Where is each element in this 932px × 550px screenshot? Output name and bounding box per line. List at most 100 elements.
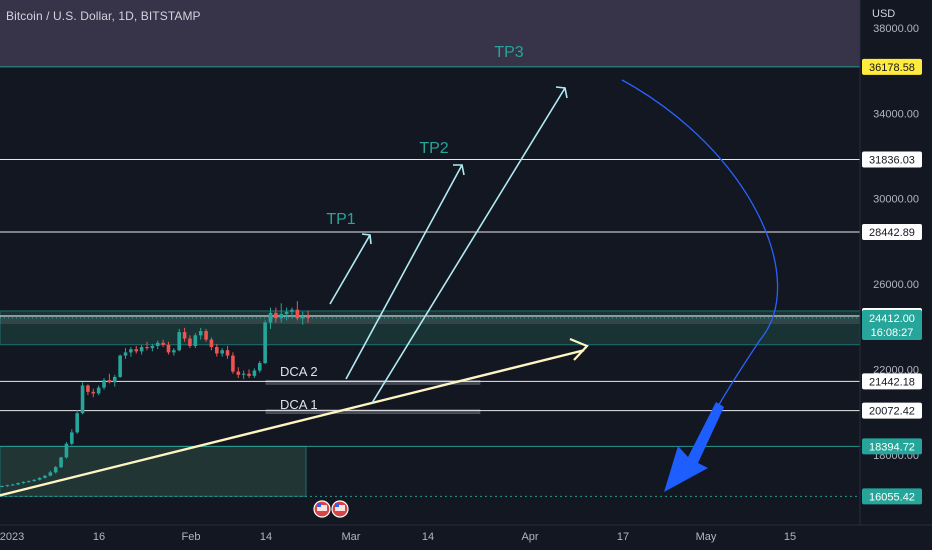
tp3-arrow [371,87,566,404]
flag-icon-stripe [335,505,345,511]
x-tick-label: 17 [617,531,629,543]
flag-icon-stripe [317,505,327,511]
candle-body [112,376,117,383]
level-label: 36178.58 [869,62,915,74]
candle-body [86,385,90,392]
candle-body [241,373,246,375]
level-label: 18394.72 [869,441,915,453]
tp3-arrow-head [555,86,568,99]
level-label-bg [862,488,922,505]
x-tick-label: Feb [182,531,201,543]
annotation-tp1: TP1 [326,211,355,228]
x-tick-label: 15 [784,531,796,543]
candle-body [16,482,20,485]
annotation-tp3: TP3 [494,44,523,61]
candle-body [107,380,112,383]
candle-body [123,352,128,356]
candle-body [268,312,273,323]
dca2-box [265,380,481,385]
candle-body [91,391,96,394]
candle-body [48,472,53,476]
x-tick-label: 16 [93,531,105,543]
candle-body [172,350,176,353]
range-inner-band [0,314,860,324]
last-price-label: 24412.00 [869,313,915,325]
candle-body [64,443,69,458]
currency-unit-label: USD [872,8,896,20]
tp2-arrow-head [453,164,465,176]
annotation-tp2: TP2 [419,140,448,157]
y-tick-label: 26000.00 [873,279,919,291]
trend-arrow-head [569,337,589,361]
candle-body [5,485,10,487]
level-label: 31836.03 [869,155,915,167]
x-tick-label: 14 [260,531,272,543]
candle-body [32,479,37,482]
upper-zone [0,0,860,67]
candle-body [263,322,267,364]
demand-zone [0,445,307,497]
candle-body [257,363,262,371]
candle-body [220,350,224,354]
x-tick-label: Apr [521,531,538,543]
candle-body [252,370,257,376]
symbol-title: Bitcoin / U.S. Dollar, 1D, BITSTAMP [6,9,201,23]
annotation-dca-2: DCA 2 [280,364,318,379]
candle-body [53,467,58,473]
candle-body [177,332,182,351]
last-price-label-bg [862,309,922,340]
trend-arrow [0,349,585,497]
candle-body [96,387,101,394]
candle-body [215,347,219,354]
candle-body [279,313,284,319]
candle-body [155,342,160,346]
level-label: 16055.42 [869,491,915,503]
annotation-dca-1: DCA 1 [280,397,318,412]
candle-body [198,331,203,336]
candle-body [182,332,187,339]
candle-body [193,335,198,346]
candle-body [37,477,42,480]
candle-body [161,342,165,345]
projection-arrow-head [664,402,724,492]
candle-body [274,312,278,319]
level-label-bg [862,438,922,455]
candle-body [204,331,208,340]
candle-body [129,349,133,353]
candle-body [118,355,122,377]
candle-body [295,309,300,319]
y-tick-label: 38000.00 [873,23,919,35]
candle-body [27,481,31,483]
y-tick-label: 34000.00 [873,108,919,120]
range-zone [0,310,861,346]
candle-body [209,339,214,348]
level-label: 21442.18 [869,376,915,388]
x-tick-label: Mar [342,531,361,543]
tp1-arrow [329,234,371,305]
candle-body [225,350,230,356]
candle-body [139,347,144,352]
candle-body [10,484,15,486]
y-tick-label: 30000.00 [873,194,919,206]
flag-icon-canton [317,503,321,507]
candle-body [150,345,155,349]
flag-icon-canton [335,503,339,507]
candle-body [134,349,139,352]
dca1-box [265,409,481,414]
candle-body [145,347,149,349]
candle-body [75,413,79,433]
candle-body [0,485,4,487]
candle-body [231,355,235,372]
candle-body [236,371,241,375]
candle-body [306,316,310,318]
level-label-bg [862,58,922,75]
candle-body [188,338,192,346]
level-label-bg [862,223,922,240]
candle-body [290,309,294,312]
x-tick-label: 14 [422,531,434,543]
level-label-bg [862,151,922,168]
tp2-arrow [345,164,463,380]
candle-body [166,344,171,353]
candle-body [300,316,305,319]
